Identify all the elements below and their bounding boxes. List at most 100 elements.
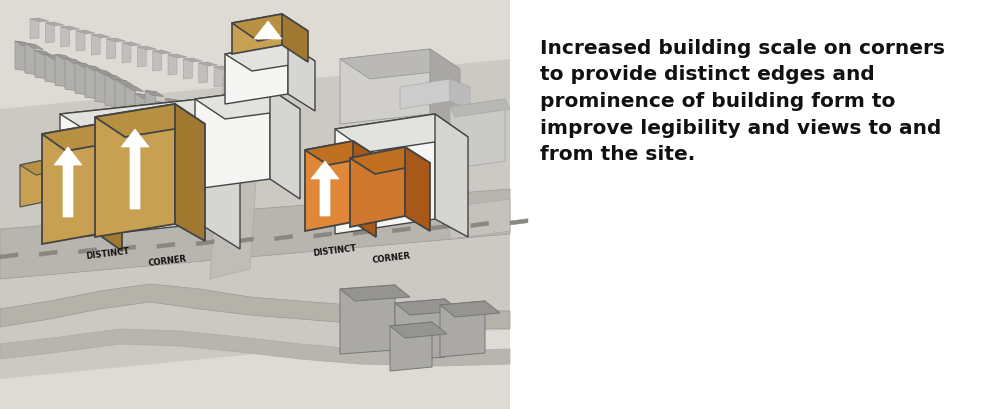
Polygon shape	[260, 78, 269, 99]
Polygon shape	[430, 49, 460, 129]
Polygon shape	[0, 59, 510, 379]
Polygon shape	[45, 54, 63, 61]
Polygon shape	[165, 99, 184, 104]
Polygon shape	[65, 58, 84, 65]
Polygon shape	[155, 102, 166, 126]
Polygon shape	[235, 237, 253, 243]
Polygon shape	[232, 14, 308, 41]
Polygon shape	[95, 70, 114, 76]
Polygon shape	[35, 50, 53, 56]
Polygon shape	[30, 18, 39, 39]
Polygon shape	[91, 34, 110, 38]
Polygon shape	[145, 91, 164, 97]
Polygon shape	[95, 104, 175, 237]
Polygon shape	[107, 38, 116, 59]
Polygon shape	[98, 124, 122, 251]
Polygon shape	[0, 0, 510, 409]
Polygon shape	[199, 62, 208, 83]
Polygon shape	[45, 54, 55, 83]
Polygon shape	[450, 99, 510, 117]
Polygon shape	[305, 141, 376, 165]
Polygon shape	[205, 114, 224, 119]
Polygon shape	[118, 245, 136, 251]
Polygon shape	[195, 113, 206, 142]
Polygon shape	[195, 89, 300, 119]
Polygon shape	[340, 285, 410, 301]
Polygon shape	[340, 285, 395, 354]
Polygon shape	[0, 329, 510, 366]
Polygon shape	[85, 65, 104, 72]
Polygon shape	[0, 284, 510, 329]
Polygon shape	[15, 41, 25, 70]
Polygon shape	[210, 49, 265, 279]
Polygon shape	[432, 224, 450, 230]
Polygon shape	[45, 22, 54, 43]
Polygon shape	[450, 79, 470, 109]
Polygon shape	[115, 79, 134, 85]
Polygon shape	[390, 322, 432, 371]
Polygon shape	[225, 123, 244, 128]
Polygon shape	[314, 232, 332, 238]
Polygon shape	[75, 62, 86, 94]
Text: Increased building scale on corners
to provide distinct edges and
prominence of : Increased building scale on corners to p…	[540, 39, 945, 164]
Polygon shape	[20, 157, 58, 207]
Polygon shape	[76, 30, 85, 51]
Polygon shape	[75, 62, 94, 68]
Polygon shape	[15, 41, 33, 47]
Polygon shape	[450, 199, 510, 239]
Polygon shape	[35, 50, 45, 79]
Polygon shape	[275, 234, 293, 240]
Polygon shape	[340, 49, 430, 124]
Polygon shape	[0, 189, 510, 279]
Polygon shape	[214, 66, 233, 70]
Polygon shape	[353, 229, 371, 236]
Polygon shape	[105, 74, 124, 81]
Polygon shape	[54, 147, 82, 217]
Polygon shape	[471, 221, 489, 228]
Polygon shape	[25, 43, 43, 49]
Polygon shape	[61, 26, 80, 30]
Polygon shape	[25, 43, 35, 74]
Polygon shape	[311, 161, 339, 216]
Polygon shape	[165, 99, 176, 130]
Polygon shape	[76, 30, 95, 34]
Polygon shape	[0, 253, 18, 259]
Polygon shape	[115, 79, 126, 110]
Polygon shape	[225, 44, 288, 104]
Text: DISTINCT: DISTINCT	[86, 247, 130, 261]
Polygon shape	[61, 26, 70, 47]
Polygon shape	[153, 50, 172, 54]
Polygon shape	[450, 99, 505, 169]
Polygon shape	[175, 104, 205, 241]
Polygon shape	[185, 111, 204, 117]
Polygon shape	[435, 114, 468, 237]
Polygon shape	[229, 70, 248, 74]
Polygon shape	[199, 62, 218, 66]
Polygon shape	[185, 111, 196, 138]
Polygon shape	[91, 34, 100, 55]
Polygon shape	[254, 21, 282, 39]
Polygon shape	[395, 299, 460, 315]
Polygon shape	[55, 54, 66, 86]
Polygon shape	[196, 240, 214, 246]
Polygon shape	[125, 85, 136, 115]
Polygon shape	[183, 58, 202, 62]
Polygon shape	[175, 104, 194, 110]
Polygon shape	[42, 124, 98, 244]
Text: DISTINCT: DISTINCT	[313, 244, 357, 258]
Polygon shape	[335, 114, 468, 152]
Polygon shape	[440, 301, 500, 317]
Polygon shape	[195, 89, 270, 189]
Polygon shape	[225, 44, 315, 71]
Polygon shape	[175, 104, 186, 135]
Polygon shape	[205, 114, 216, 146]
Polygon shape	[335, 114, 435, 234]
Polygon shape	[135, 94, 154, 99]
Polygon shape	[225, 123, 236, 154]
Polygon shape	[392, 227, 410, 233]
Polygon shape	[121, 129, 149, 209]
Polygon shape	[395, 299, 445, 361]
Polygon shape	[95, 104, 205, 137]
Polygon shape	[400, 79, 450, 109]
Polygon shape	[78, 247, 96, 254]
